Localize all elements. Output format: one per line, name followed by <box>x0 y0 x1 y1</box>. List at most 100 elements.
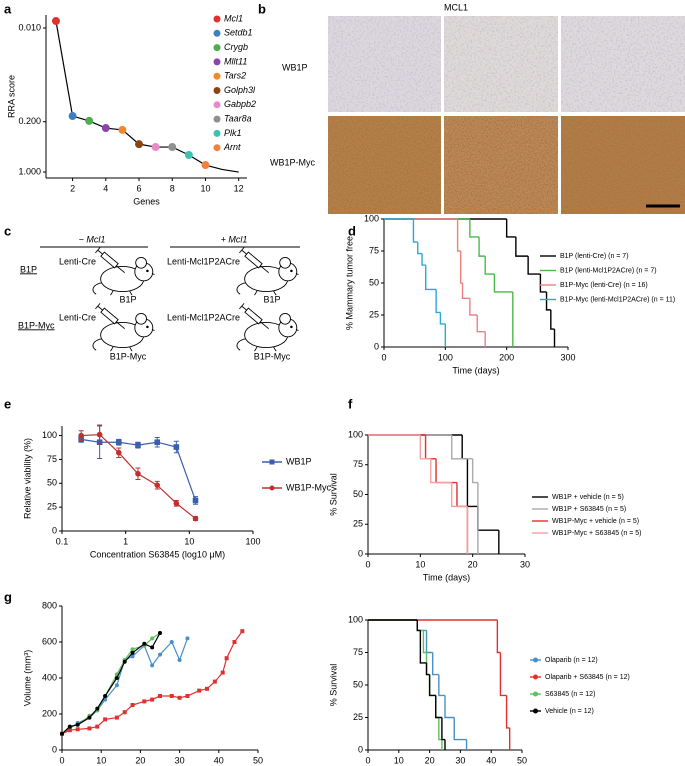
mouse-label: B1P-Myc <box>110 351 147 361</box>
y-tick-label: 0 <box>52 525 57 535</box>
data-point <box>95 724 100 729</box>
data-point <box>135 470 141 477</box>
survival-step <box>430 458 452 484</box>
data-point <box>220 670 225 675</box>
data-point <box>115 449 122 456</box>
data-point <box>197 688 202 693</box>
survival-step <box>545 291 551 311</box>
legend-swatch <box>213 72 221 80</box>
data-point <box>173 444 180 450</box>
x-tick-label: 30 <box>175 755 185 765</box>
survival-step <box>425 662 430 676</box>
x-tick-label: 20 <box>468 559 478 569</box>
survival-step <box>459 251 463 284</box>
data-point <box>158 631 162 635</box>
data-point <box>185 694 190 698</box>
gene-point <box>51 17 60 26</box>
y-tick-label: 0 <box>52 744 57 754</box>
x-tick-label: 50 <box>253 755 263 765</box>
survival-step <box>527 256 541 275</box>
panel-label: a <box>4 1 12 16</box>
legend-label: Gabpb2 <box>224 99 256 109</box>
survival-step <box>456 482 468 508</box>
legend-swatch <box>213 87 221 94</box>
data-point <box>154 439 161 446</box>
y-axis-label: % Survival <box>328 473 338 516</box>
mouse-icon <box>92 302 156 352</box>
row-label: WB1P-Myc <box>270 157 316 167</box>
row-label: B1P <box>20 264 37 274</box>
group-header: − Mcl1 <box>79 234 106 244</box>
data-point <box>130 647 135 652</box>
data-point <box>115 439 122 446</box>
legend-swatch <box>213 101 221 109</box>
legend-swatch <box>213 15 221 23</box>
x-tick-label: 20 <box>425 755 435 765</box>
gene-point <box>135 140 144 149</box>
legend-label: Mcl1 <box>224 13 243 23</box>
survival-step <box>439 312 446 325</box>
data-point <box>192 497 199 504</box>
data-point <box>78 432 84 439</box>
survival-step <box>412 219 418 243</box>
data-point <box>150 636 155 641</box>
legend-label: WB1P-Myc + S63845 (n = 5) <box>552 530 641 537</box>
data-point <box>60 731 64 736</box>
legend-label: WB1P <box>286 456 312 466</box>
survival-step <box>422 630 427 654</box>
ihc-texture <box>328 16 441 112</box>
x-tick-label: 10 <box>394 755 404 765</box>
y-tick-label: 200 <box>42 708 57 718</box>
data-point <box>205 686 210 691</box>
vector-label: Lenti-Cre <box>59 256 96 266</box>
legend-swatch <box>213 144 221 152</box>
y-tick-label: 0 <box>374 341 379 351</box>
data-point <box>169 640 174 644</box>
legend-label: Olaparib (n = 12) <box>545 657 598 664</box>
survival-step <box>477 506 499 531</box>
y-tick-label: 50 <box>369 277 379 287</box>
x-tick-label: 6 <box>137 183 142 193</box>
mouse-label: B1P-Myc <box>254 351 291 361</box>
y-tick-label: 50 <box>47 478 57 488</box>
gene-point <box>85 116 94 125</box>
x-tick-label: 300 <box>560 352 575 362</box>
y-axis-label: Relative viability (%) <box>22 438 32 519</box>
survival-step <box>441 717 445 741</box>
data-point <box>114 683 119 688</box>
ihc-images <box>328 16 685 214</box>
panel-label: g <box>4 589 12 604</box>
legend-swatch <box>213 29 221 37</box>
survival-step <box>425 630 433 654</box>
series-line <box>55 20 239 173</box>
data-point <box>130 703 135 707</box>
legend-marker <box>269 485 275 491</box>
survival-step <box>456 219 461 252</box>
y-tick-label: 75 <box>47 454 57 464</box>
survival-step <box>435 289 441 314</box>
x-tick-label: 8 <box>170 183 175 193</box>
data-point <box>142 641 147 646</box>
data-point <box>114 676 119 680</box>
legend-swatch <box>213 44 221 52</box>
panel-label: c <box>4 223 11 238</box>
y-tick-label: 1.000 <box>18 166 41 176</box>
y-tick-label: 25 <box>353 519 363 529</box>
legend-label: Tars2 <box>224 71 246 81</box>
y-tick-label: 25 <box>369 309 379 319</box>
survival-step <box>431 652 439 676</box>
mouse-label: B1P <box>119 294 136 304</box>
ihc-texture <box>444 116 558 214</box>
legend-marker <box>269 459 275 465</box>
gene-point <box>184 150 193 159</box>
y-tick-label: 600 <box>42 636 57 646</box>
survival-step <box>484 256 495 275</box>
data-point <box>87 726 92 731</box>
series-line <box>61 638 189 735</box>
data-point <box>185 636 190 641</box>
survival-step <box>417 242 423 255</box>
survival-step <box>471 458 478 484</box>
group-header: + Mcl1 <box>221 234 248 244</box>
y-axis-label: RRA score <box>6 75 16 118</box>
